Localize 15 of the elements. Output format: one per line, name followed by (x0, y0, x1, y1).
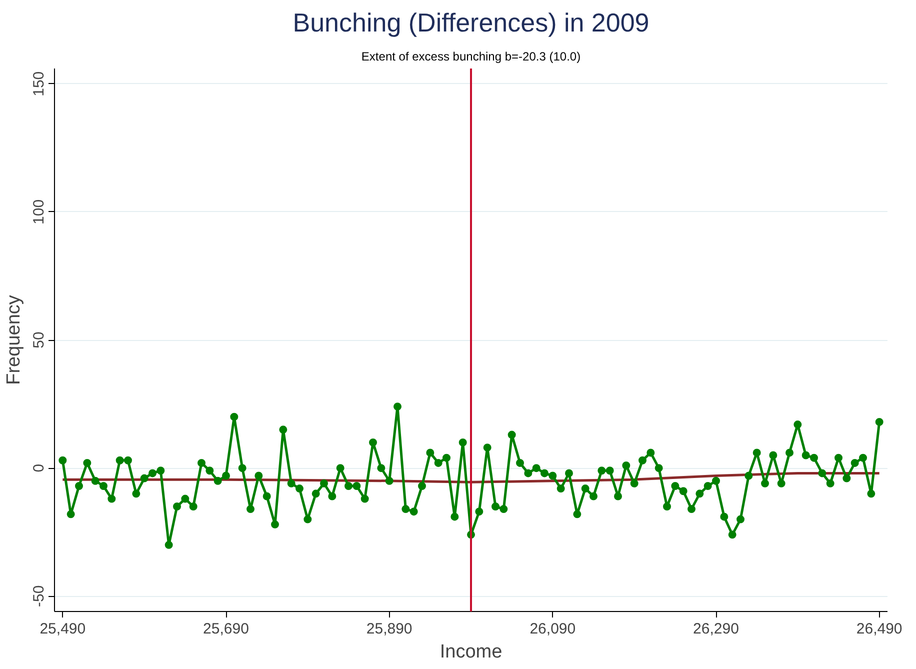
x-tick-label: 26,290 (693, 620, 739, 638)
x-tick-label: 25,890 (366, 620, 412, 638)
x-tick-label: 26,490 (856, 620, 902, 638)
y-tick-label: -50 (30, 585, 48, 607)
x-tick-label: 25,490 (40, 620, 86, 638)
y-axis-title: Frequency (4, 294, 24, 385)
x-tick-label: 26,090 (530, 620, 576, 638)
chart-subtitle: Extent of excess bunching b=-20.3 (10.0) (361, 50, 581, 64)
chart-title: Bunching (Differences) in 2009 (292, 8, 650, 38)
y-tick-label: 150 (30, 71, 48, 96)
x-axis-title: Income (440, 642, 502, 662)
y-tick-label: 100 (30, 199, 48, 224)
y-tick-label: 0 (30, 464, 48, 472)
y-tick-label: 50 (30, 332, 48, 348)
x-tick-label: 25,690 (203, 620, 249, 638)
